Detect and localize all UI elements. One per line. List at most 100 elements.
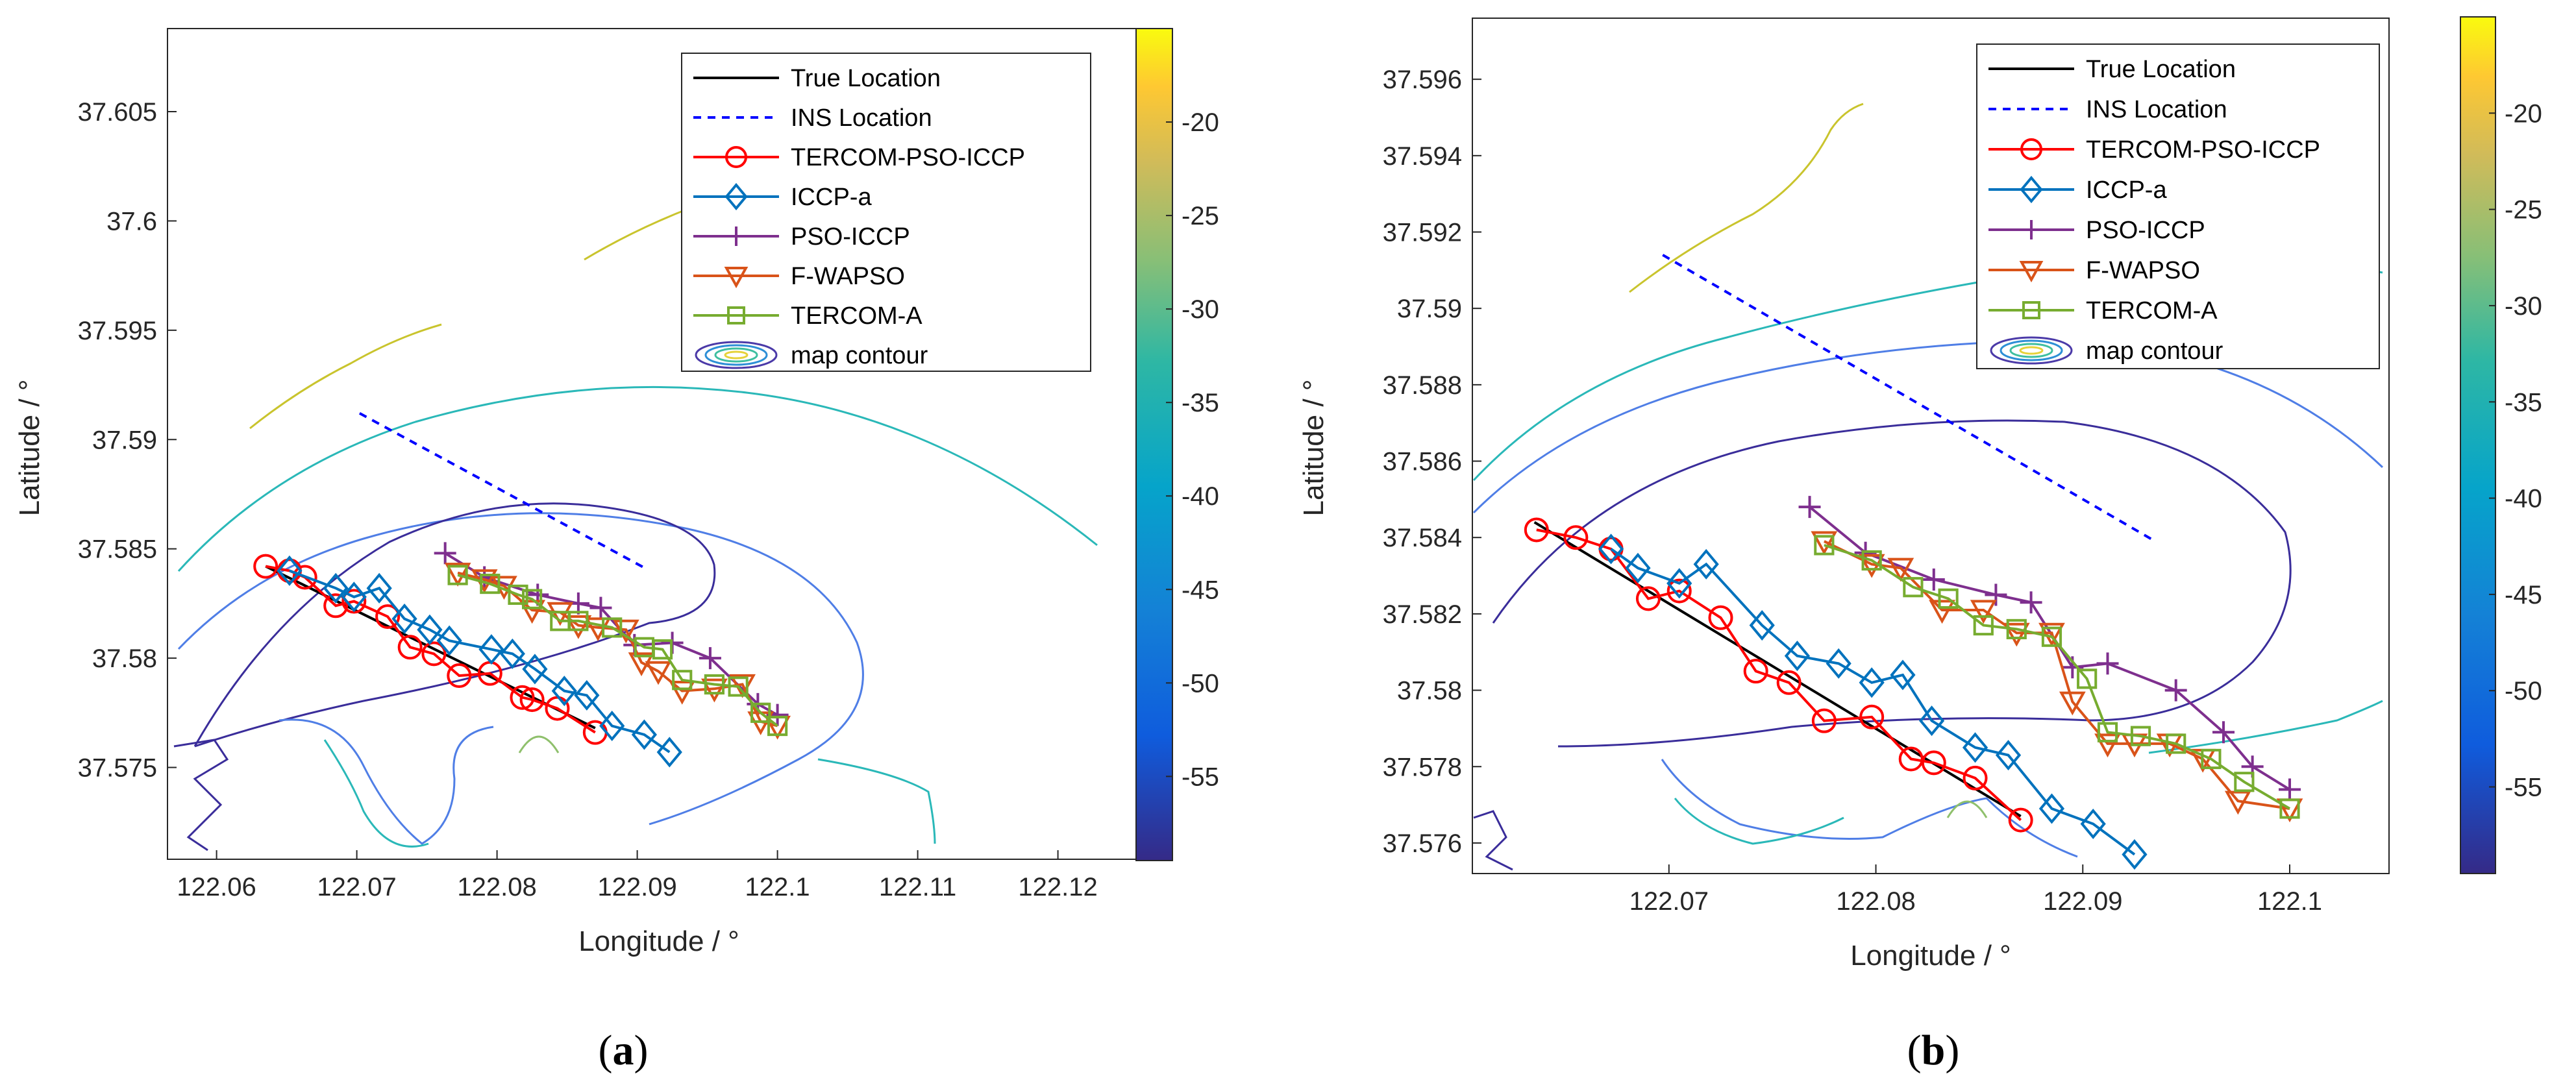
x-tick-label: 122.12 <box>1018 873 1097 901</box>
legend-box-b <box>1976 43 2380 369</box>
x-tick-label: 122.08 <box>457 873 536 901</box>
data-point <box>2096 652 2119 675</box>
legend-swatch <box>1990 336 2073 365</box>
data-point <box>2020 591 2042 614</box>
data-point <box>366 572 392 604</box>
legend-label: F-WAPSO <box>791 263 905 290</box>
legend-item: TERCOM-PSO-ICCP <box>693 144 1025 171</box>
contour-line <box>1492 419 2292 748</box>
legend-swatch <box>695 341 778 369</box>
data-point <box>447 663 472 689</box>
series-line <box>457 574 778 728</box>
colorbar-tick-label: -30 <box>2505 292 2542 321</box>
y-tick-label: 37.605 <box>78 98 157 127</box>
data-point <box>1693 548 1719 580</box>
legend-item: F-WAPSO <box>1988 257 2200 284</box>
data-point <box>699 647 721 670</box>
data-point <box>1598 533 1624 565</box>
legend-item: INS Location <box>693 104 932 132</box>
series-line <box>358 412 647 570</box>
data-point <box>508 584 528 606</box>
data-point <box>341 581 367 613</box>
data-point <box>631 719 658 750</box>
legend-item: True Location <box>693 65 941 92</box>
panel-caption-b: (b) <box>1907 1027 1960 1074</box>
legend-label: TERCOM-A <box>791 302 923 330</box>
data-point <box>2279 778 2301 801</box>
legend-label: map contour <box>2086 337 2223 365</box>
y-tick-label: 37.585 <box>78 535 157 564</box>
data-point <box>2122 839 2148 870</box>
x-axis-label-a: Longitude / ° <box>578 925 739 957</box>
legend-swatch <box>2019 346 2044 355</box>
legend-label: ICCP-a <box>2086 177 2167 204</box>
data-point <box>2212 721 2235 744</box>
contour-line <box>1946 800 1988 818</box>
colorbar-tick-label: -40 <box>2505 485 2542 513</box>
colorbar-bar-a <box>1135 28 1173 861</box>
series-ins-location <box>1662 254 2156 543</box>
data-point <box>728 676 749 697</box>
data-point <box>1995 740 2022 771</box>
legend-item: PSO-ICCP <box>693 223 910 251</box>
data-point <box>2130 726 2151 746</box>
data-point <box>2020 175 2043 204</box>
y-tick-label: 37.595 <box>78 317 157 345</box>
legend-b: True Location INS Location TERCOM-PSO-ICCP… <box>1976 43 2380 369</box>
legend-swatch <box>724 350 749 360</box>
data-point <box>1918 705 1945 737</box>
data-point <box>1625 552 1651 583</box>
data-point <box>480 573 501 594</box>
legend-swatch <box>2000 339 2063 361</box>
data-point <box>1890 659 1916 691</box>
legend-swatch <box>714 347 758 363</box>
legend-label: True Location <box>2086 56 2236 83</box>
data-point <box>1921 750 1946 776</box>
series-line <box>1662 254 2156 543</box>
legend-a: True Location INS Location TERCOM-PSO-ICCP… <box>681 53 1091 372</box>
data-point <box>2080 808 2106 840</box>
y-tick-label: 37.586 <box>1383 448 1462 476</box>
data-point <box>2279 798 2300 819</box>
data-point <box>519 687 545 713</box>
data-point <box>750 702 771 723</box>
colorbar-tick-label: -25 <box>2505 196 2542 225</box>
legend-box-a <box>681 53 1091 372</box>
legend-swatch <box>2009 343 2053 358</box>
y-tick-label: 37.582 <box>1383 600 1462 629</box>
data-point <box>1922 568 1945 591</box>
contour-line <box>1674 798 1844 845</box>
data-point <box>589 596 612 619</box>
legend-label: F-WAPSO <box>2086 257 2200 284</box>
colorbar-bar-b <box>2460 16 2496 874</box>
data-point <box>2038 793 2065 824</box>
x-tick-label: 122.06 <box>177 873 256 901</box>
y-tick-label: 37.584 <box>1383 524 1462 552</box>
data-point <box>724 267 749 289</box>
data-point <box>1784 641 1811 672</box>
contour-line <box>279 718 494 845</box>
data-point <box>602 617 623 638</box>
y-tick-label: 37.588 <box>1383 371 1462 400</box>
data-point <box>656 737 682 768</box>
y-axis-label-a: Latitude / ° <box>14 380 45 517</box>
y-tick-label: 37.59 <box>1397 295 1462 323</box>
x-tick-label: 122.08 <box>1836 887 1915 916</box>
legend-label: ICCP-a <box>791 184 872 211</box>
data-point <box>1861 550 1882 571</box>
data-point <box>1970 600 1997 624</box>
legend-item: F-WAPSO <box>693 263 905 290</box>
data-point <box>436 625 462 656</box>
data-point <box>568 611 589 631</box>
legend-label: PSO-ICCP <box>2086 217 2205 244</box>
colorbar-tick-label: -45 <box>2505 581 2542 609</box>
colorbar-b: -20 -25 -30 -35 -40 -45 -50 -55 <box>2460 16 2542 874</box>
data-point <box>1776 670 1802 695</box>
data-point <box>1962 732 1988 763</box>
data-point <box>510 685 535 710</box>
colorbar-tick-label: -20 <box>2505 99 2542 128</box>
panel-b: 37.576 37.578 37.58 37.582 37.584 37.586 37.58… <box>1298 16 2542 1074</box>
contour-line <box>173 739 229 851</box>
contour-line <box>2148 700 2383 754</box>
series-a <box>253 412 791 768</box>
